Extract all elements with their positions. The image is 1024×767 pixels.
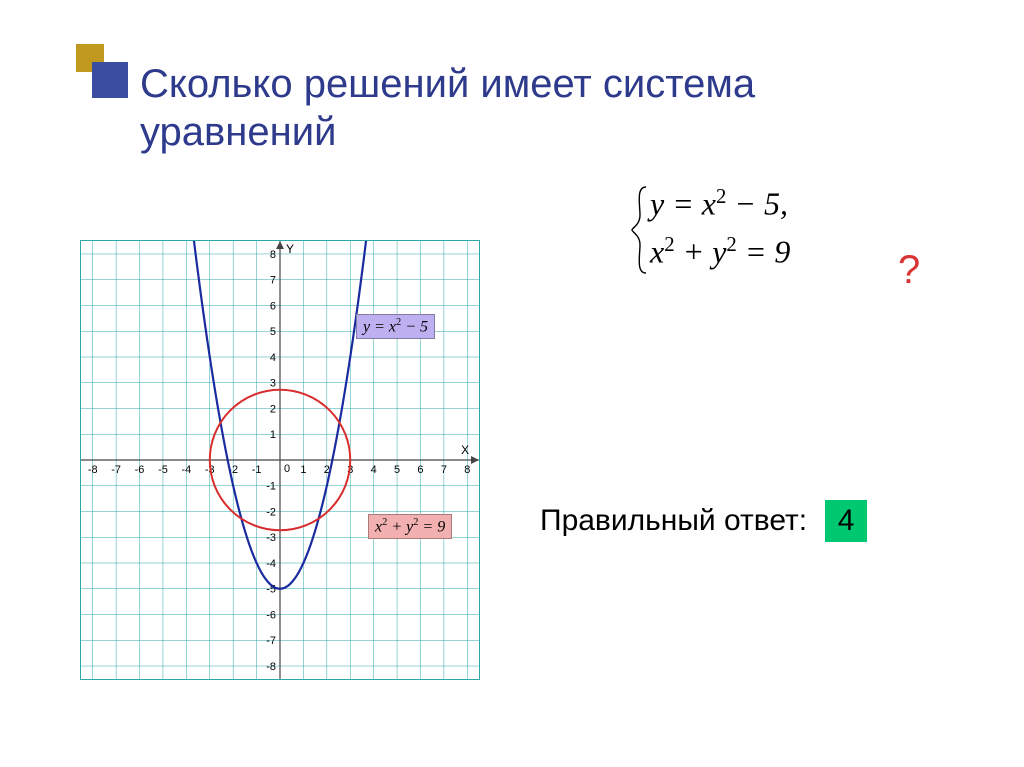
svg-text:1: 1 xyxy=(270,429,276,441)
svg-text:-1: -1 xyxy=(252,464,262,476)
legend-parabola: y = x2 − 5 xyxy=(356,314,435,339)
question-mark: ? xyxy=(898,248,920,293)
answer-value-badge: 4 xyxy=(825,500,867,542)
svg-text:1: 1 xyxy=(300,464,306,476)
svg-text:5: 5 xyxy=(270,326,276,338)
svg-text:-4: -4 xyxy=(266,558,276,570)
svg-text:-3: -3 xyxy=(266,532,276,544)
svg-text:-4: -4 xyxy=(181,464,191,476)
svg-text:-6: -6 xyxy=(135,464,145,476)
svg-text:7: 7 xyxy=(270,275,276,287)
svg-text:0: 0 xyxy=(284,463,290,475)
svg-text:6: 6 xyxy=(270,300,276,312)
svg-text:X: X xyxy=(461,443,469,457)
svg-text:8: 8 xyxy=(464,464,470,476)
svg-text:7: 7 xyxy=(441,464,447,476)
system-of-equations: y = x2 − 5, x2 + y2 = 9 xyxy=(650,185,790,270)
svg-text:5: 5 xyxy=(394,464,400,476)
svg-text:2: 2 xyxy=(270,403,276,415)
svg-text:6: 6 xyxy=(417,464,423,476)
svg-text:-2: -2 xyxy=(266,506,276,518)
svg-text:-6: -6 xyxy=(266,609,276,621)
answer-row: Правильный ответ: 4 xyxy=(540,500,867,542)
svg-text:-5: -5 xyxy=(158,464,168,476)
svg-text:4: 4 xyxy=(371,464,377,476)
legend-circle: x2 + y2 = 9 xyxy=(368,514,452,539)
slide-title: Сколько решений имеет система уравнений xyxy=(100,60,755,156)
svg-text:8: 8 xyxy=(270,249,276,261)
svg-text:Y: Y xyxy=(286,242,294,256)
svg-text:-7: -7 xyxy=(266,635,276,647)
coordinate-plot: XY-8-8-7-7-6-6-5-5-4-4-3-3-2-2-1-1011223… xyxy=(80,240,480,680)
title-line-1: Сколько решений имеет система xyxy=(100,60,755,108)
svg-text:-8: -8 xyxy=(266,661,276,673)
svg-text:-7: -7 xyxy=(111,464,121,476)
answer-label: Правильный ответ: xyxy=(540,504,807,538)
equation-2: x2 + y2 = 9 xyxy=(650,233,790,271)
title-line-2: уравнений xyxy=(100,108,755,156)
svg-text:-8: -8 xyxy=(88,464,98,476)
svg-text:4: 4 xyxy=(270,352,276,364)
svg-text:-1: -1 xyxy=(266,481,276,493)
svg-text:3: 3 xyxy=(270,378,276,390)
curly-brace-icon xyxy=(630,185,650,275)
equation-1: y = x2 − 5, xyxy=(650,185,790,223)
plot-svg: XY-8-8-7-7-6-6-5-5-4-4-3-3-2-2-1-1011223… xyxy=(81,241,479,679)
